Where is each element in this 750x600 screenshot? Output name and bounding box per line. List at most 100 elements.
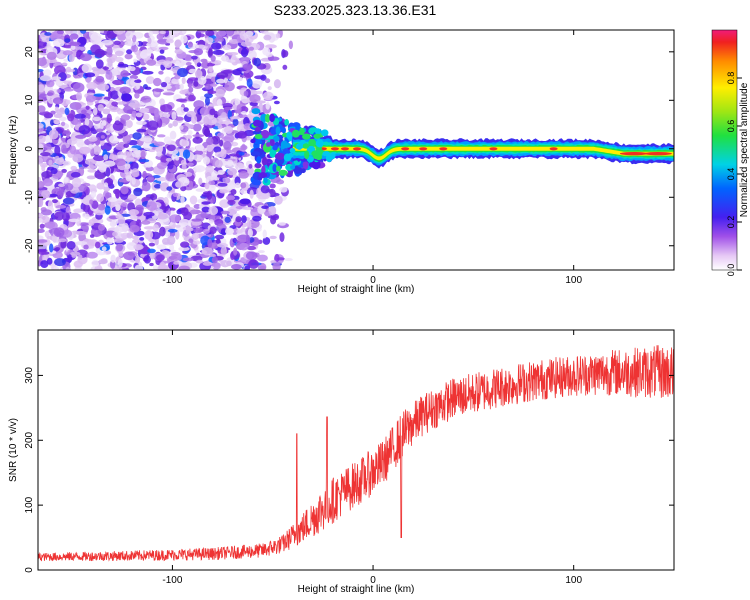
- spectral-blob: [192, 240, 201, 245]
- spectral-blob: [169, 130, 177, 140]
- spectral-blob: [158, 46, 169, 51]
- spectral-blob: [243, 123, 252, 131]
- spectral-peak: [439, 147, 448, 151]
- spectral-blob: [270, 260, 277, 264]
- spectral-blob: [89, 199, 94, 205]
- spectral-blob: [120, 70, 129, 78]
- spectral-blob: [171, 78, 180, 85]
- spectral-blob: [40, 260, 49, 269]
- spectral-blob: [151, 210, 159, 220]
- spectral-blob: [48, 159, 53, 166]
- spectral-blob: [251, 108, 261, 115]
- spectral-blob: [263, 34, 272, 41]
- spectral-blob: [236, 229, 243, 234]
- spectral-blob: [201, 206, 211, 213]
- spectral-blob: [93, 93, 105, 97]
- spectral-blob: [272, 262, 281, 270]
- spectral-blob: [115, 214, 124, 219]
- spectral-blob: [84, 117, 90, 126]
- spectral-blob: [133, 244, 144, 250]
- spectral-blob: [161, 237, 170, 245]
- spectral-blob: [194, 249, 200, 254]
- spectral-blob: [40, 209, 53, 216]
- spectral-blob: [96, 128, 104, 133]
- spectral-blob: [38, 213, 44, 218]
- spectral-blob: [99, 30, 105, 34]
- spectral-blob: [296, 143, 303, 150]
- spectral-blob: [58, 238, 67, 243]
- spectral-blob: [215, 238, 221, 245]
- spectral-blob: [265, 101, 270, 110]
- spectral-blob: [262, 47, 271, 56]
- spectral-blob: [284, 118, 290, 126]
- spectral-blob: [150, 193, 158, 201]
- spectral-blob: [300, 168, 306, 174]
- spectral-blob: [134, 79, 142, 83]
- y-tick-label: 300: [24, 367, 35, 384]
- spectral-blob: [55, 158, 65, 165]
- spectral-blob: [241, 111, 247, 115]
- spectral-blob: [180, 159, 187, 166]
- spectral-blob: [50, 167, 58, 175]
- spectral-blob: [126, 232, 134, 239]
- spectral-blob: [253, 57, 262, 67]
- spectral-blob: [78, 124, 91, 135]
- spectral-blob: [311, 159, 321, 170]
- spectral-blob: [87, 169, 97, 173]
- spectral-blob: [256, 156, 262, 164]
- spectral-blob: [227, 167, 238, 176]
- spectral-blob: [114, 120, 121, 126]
- spectral-blob: [124, 53, 133, 60]
- spectral-blob: [185, 134, 193, 140]
- spectral-blob: [256, 100, 266, 104]
- spectral-blob: [214, 37, 219, 43]
- spectral-blob: [230, 189, 237, 195]
- spectral-blob: [132, 132, 142, 140]
- spectral-blob: [226, 159, 234, 167]
- spectral-blob: [46, 51, 57, 61]
- spectral-blob: [275, 33, 281, 39]
- spectral-blob: [106, 46, 113, 56]
- spectral-blob: [112, 30, 125, 35]
- spectral-blob: [227, 51, 239, 56]
- spectral-blob: [158, 70, 164, 75]
- spectral-blob: [219, 199, 230, 208]
- spectral-blob: [217, 169, 225, 175]
- spectral-blob: [133, 58, 138, 63]
- spectral-blob: [113, 40, 121, 46]
- spectral-blob: [147, 248, 156, 254]
- spectral-blob: [105, 192, 112, 199]
- spectral-blob: [143, 255, 151, 264]
- spectral-blob: [225, 59, 236, 63]
- spectral-blob: [94, 48, 106, 58]
- spectral-blob: [192, 134, 205, 138]
- spectral-blob: [291, 129, 300, 138]
- spectral-blob: [67, 254, 73, 263]
- spectral-blob: [144, 86, 152, 90]
- spectral-blob: [175, 181, 184, 188]
- spectral-blob: [231, 54, 237, 60]
- spectral-blob: [82, 228, 89, 232]
- spectral-blob: [62, 130, 70, 134]
- spectral-blob: [156, 162, 168, 170]
- spectral-blob: [70, 171, 81, 178]
- spectrogram-xlabel: Height of straight line (km): [298, 284, 415, 295]
- spectral-blob: [46, 257, 53, 265]
- spectral-peak: [340, 147, 349, 151]
- spectral-blob: [144, 230, 154, 240]
- spectral-blob: [114, 50, 124, 57]
- spectral-blob: [74, 113, 86, 119]
- spectral-blob: [97, 224, 106, 231]
- spectral-blob: [38, 180, 45, 189]
- spectral-blob: [204, 182, 210, 190]
- spectral-blob: [210, 42, 222, 50]
- spectral-blob: [165, 172, 177, 182]
- spectral-blob: [176, 209, 183, 215]
- spectral-blob: [111, 101, 118, 107]
- spectral-blob: [50, 119, 55, 126]
- spectral-blob: [141, 220, 151, 225]
- spectral-blob: [254, 75, 265, 80]
- spectral-blob: [273, 100, 280, 105]
- spectral-blob: [97, 83, 110, 91]
- spectral-blob: [164, 76, 171, 83]
